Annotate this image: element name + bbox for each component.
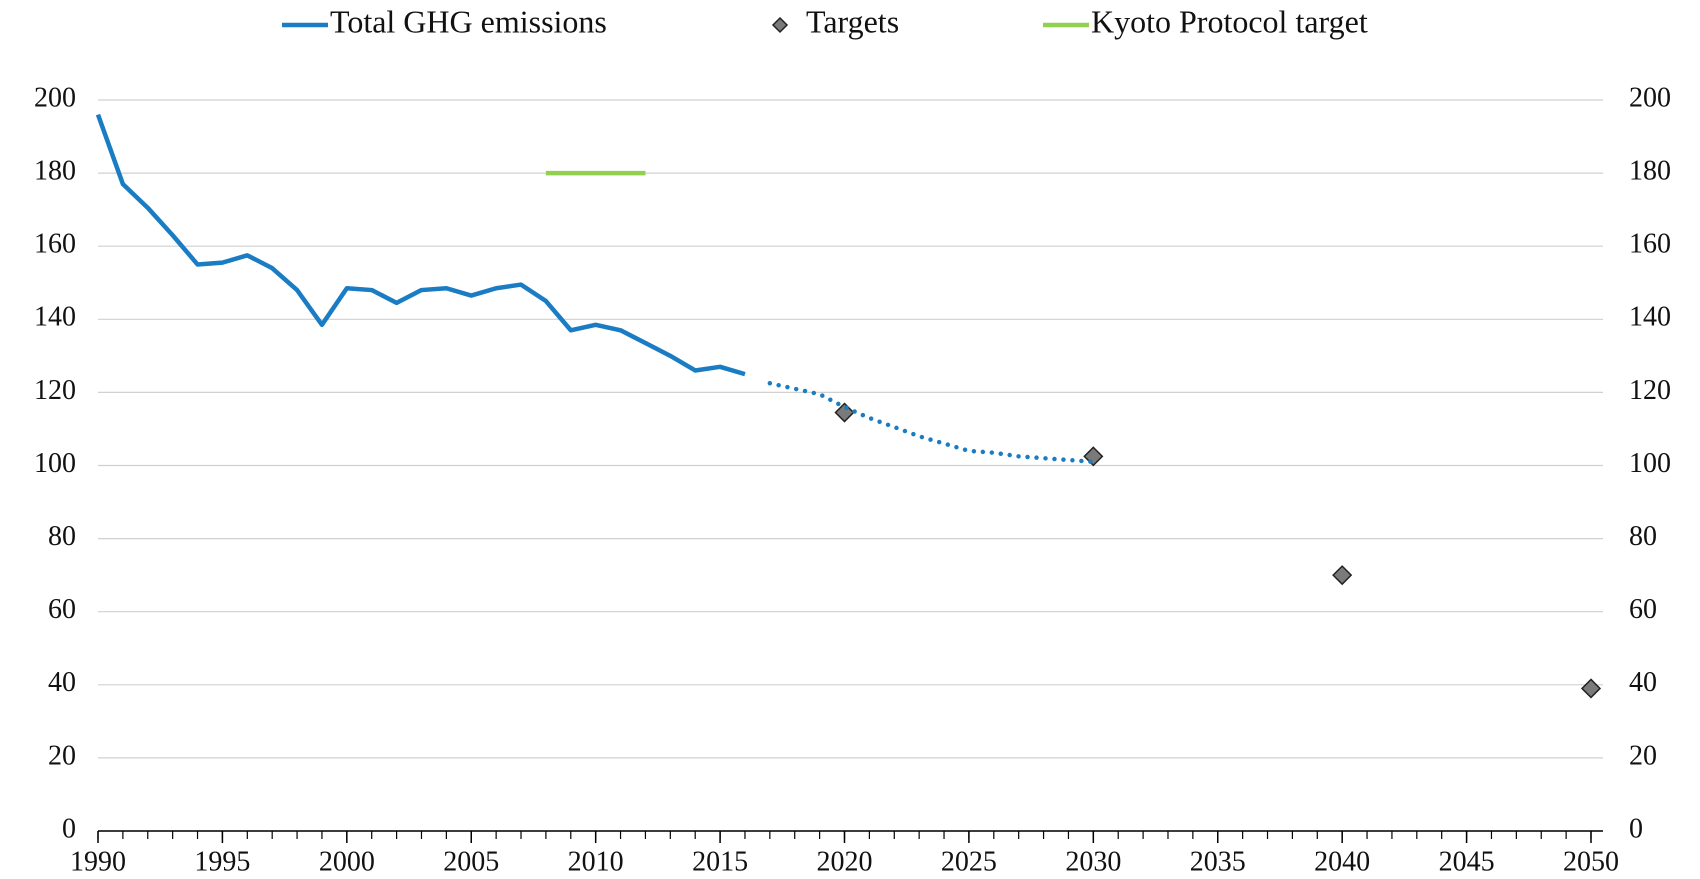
x-tick-label: 2015: [692, 846, 748, 877]
series-line: [95, 113, 746, 377]
legend-label: Targets: [806, 3, 899, 39]
target-marker: [1083, 446, 1104, 467]
y2-tick-label: 40: [1629, 667, 1657, 698]
x-tick-label: 2030: [1065, 846, 1121, 877]
target-marker: [1580, 678, 1602, 699]
target-marker: [1332, 565, 1353, 586]
y-tick-label: 160: [34, 229, 76, 260]
x-tick-label: 2050: [1563, 846, 1619, 877]
y2-tick-label: 160: [1629, 229, 1671, 260]
x-tick-label: 2020: [817, 846, 873, 877]
x-tick-label: 2045: [1439, 846, 1495, 877]
y-tick-label: 0: [62, 813, 76, 844]
y2-tick-label: 20: [1629, 740, 1657, 771]
y2-tick-label: 80: [1629, 521, 1657, 552]
y-tick-label: 140: [34, 302, 76, 333]
x-tick-label: 1995: [194, 846, 250, 877]
target-marker: [834, 402, 855, 423]
x-tick-label: 1990: [70, 846, 126, 877]
y2-tick-label: 100: [1629, 448, 1671, 479]
legend-label: Kyoto Protocol target: [1091, 3, 1368, 39]
legend-label: Total GHG emissions: [330, 3, 607, 39]
y2-tick-label: 120: [1629, 375, 1671, 406]
y2-tick-label: 180: [1629, 156, 1671, 187]
legend-marker: [771, 16, 789, 34]
x-tick-label: 2035: [1190, 846, 1246, 877]
y-tick-label: 80: [48, 521, 76, 552]
y-tick-label: 60: [48, 594, 76, 625]
projection-line: [767, 381, 1096, 465]
y-tick-label: 20: [48, 740, 76, 771]
y2-tick-label: 140: [1629, 302, 1671, 333]
x-tick-label: 2000: [319, 846, 375, 877]
y2-tick-label: 200: [1629, 82, 1671, 113]
y-tick-label: 120: [34, 375, 76, 406]
y-tick-label: 180: [34, 156, 76, 187]
y2-tick-label: 60: [1629, 594, 1657, 625]
x-tick-label: 2040: [1314, 846, 1370, 877]
y2-tick-label: 0: [1629, 813, 1643, 844]
x-tick-label: 2010: [568, 846, 624, 877]
y-tick-label: 100: [34, 448, 76, 479]
x-tick-label: 2005: [443, 846, 499, 877]
x-tick-label: 2025: [941, 846, 997, 877]
y-tick-label: 200: [34, 82, 76, 113]
y-tick-label: 40: [48, 667, 76, 698]
